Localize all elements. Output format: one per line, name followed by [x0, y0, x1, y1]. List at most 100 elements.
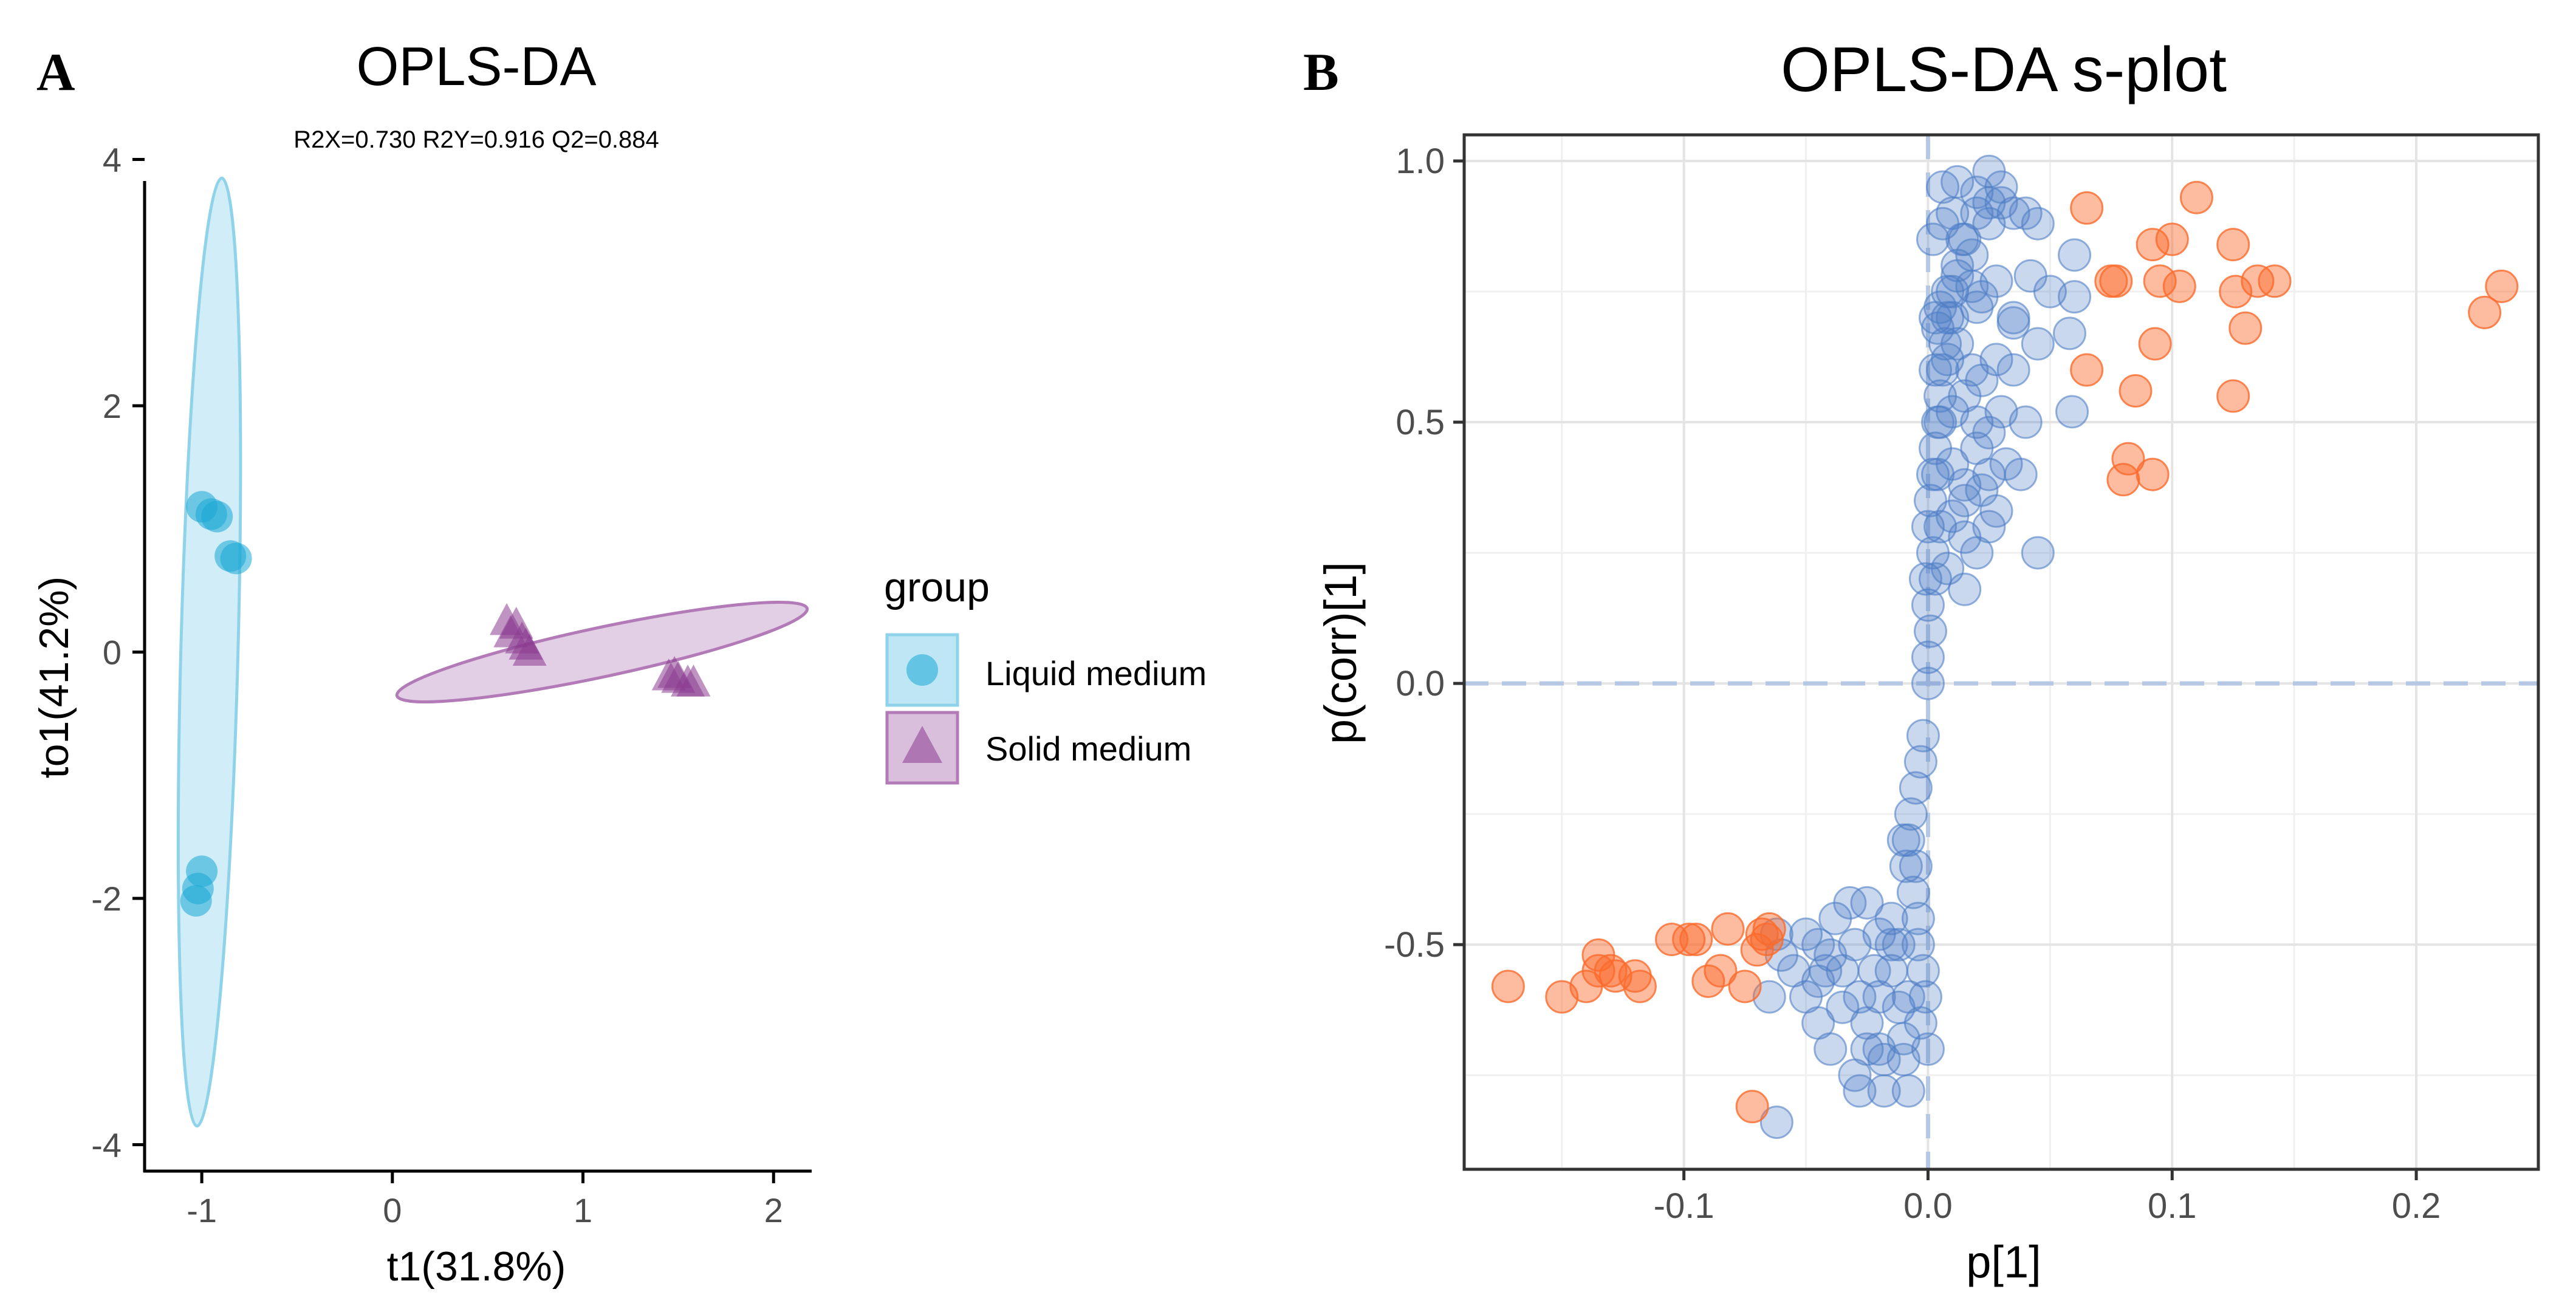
y-tick-label: -4 — [91, 1126, 122, 1164]
panel-a-letter: A — [36, 43, 75, 102]
point-other — [1908, 562, 1942, 596]
point-other — [1936, 447, 1970, 481]
point-other — [1894, 797, 1928, 831]
point-other — [1901, 901, 1935, 935]
point-other — [2021, 536, 2055, 570]
point-other — [1838, 928, 1872, 962]
point-significant — [1711, 912, 1745, 946]
point-significant — [2070, 191, 2104, 225]
point-other — [2004, 457, 2038, 491]
point-other — [1996, 353, 2030, 387]
panel-b-y-label: p(corr)[1] — [1315, 562, 1366, 744]
point-significant — [1623, 969, 1657, 1003]
point-solid — [505, 621, 540, 654]
point-significant — [1679, 923, 1713, 957]
point-significant — [1752, 912, 1786, 946]
point-significant — [2216, 228, 2250, 262]
point-other — [1891, 1074, 1925, 1108]
point-significant — [1735, 1090, 1769, 1124]
panel-a-title: OPLS-DA — [356, 36, 596, 97]
panel-a-ellipses — [176, 176, 809, 1128]
point-other — [1984, 186, 2018, 220]
y-tick-label: 0 — [103, 634, 122, 672]
point-significant — [2111, 442, 2145, 476]
point-significant — [2136, 457, 2170, 491]
point-other — [1996, 306, 2030, 340]
point-other — [2033, 275, 2067, 309]
point-solid — [657, 655, 692, 688]
point-other — [1789, 917, 1823, 951]
point-significant — [2228, 311, 2263, 345]
point-other — [1960, 290, 1994, 324]
point-significant — [1728, 969, 1762, 1003]
point-significant — [1750, 923, 1784, 957]
point-other — [1809, 954, 1843, 988]
point-other — [1984, 395, 2018, 429]
panel-b-x-ticks: -0.1 0.0 0.1 0.2 — [1654, 1169, 2441, 1226]
panel-a-y-ticks: -4 -2 0 2 4 — [91, 141, 145, 1164]
y-tick-label: 0.5 — [1396, 403, 1445, 442]
point-other — [1833, 886, 1867, 920]
panel-a-subtitle: R2X=0.730 R2Y=0.916 Q2=0.884 — [293, 126, 659, 153]
panel-a: A OPLS-DA R2X=0.730 R2Y=0.916 Q2=0.884 -… — [31, 36, 1207, 1290]
point-significant — [2138, 327, 2172, 361]
point-other — [2053, 316, 2087, 350]
point-solid — [676, 665, 711, 697]
point-other — [1874, 901, 1908, 935]
point-other — [1979, 494, 2013, 528]
x-tick-label: 2 — [764, 1191, 783, 1229]
point-other — [1826, 990, 1860, 1024]
point-other — [1882, 928, 1916, 962]
panel-a-x-ticks: -1 0 1 2 — [187, 1171, 783, 1229]
x-tick-label: 0.1 — [2148, 1186, 2197, 1226]
legend-marker-liquid — [906, 654, 938, 686]
point-other — [1972, 207, 2006, 241]
point-significant — [2219, 275, 2253, 309]
point-other — [2009, 405, 2043, 439]
point-significant — [1594, 954, 1628, 988]
point-liquid — [220, 542, 252, 575]
point-significant — [1545, 980, 1579, 1014]
ellipse-solid — [395, 601, 809, 703]
point-significant — [2485, 269, 2519, 303]
point-other — [2055, 395, 2089, 429]
y-tick-label: -0.5 — [1384, 925, 1445, 965]
ellipse-liquid — [176, 176, 242, 1128]
point-other — [1911, 666, 1945, 700]
legend-key-liquid — [885, 633, 959, 707]
point-other — [1931, 275, 1965, 309]
point-significant — [2099, 264, 2133, 298]
point-significant — [1581, 954, 1615, 988]
panel-b-letter: B — [1303, 43, 1339, 102]
point-other — [1903, 1006, 1937, 1040]
legend: group Liquid medium Solid medium — [884, 564, 1207, 785]
point-significant — [2162, 269, 2196, 303]
point-other — [1911, 1032, 1945, 1066]
x-tick-label: -0.1 — [1654, 1186, 1714, 1226]
point-other — [1948, 484, 1982, 518]
point-other — [1843, 980, 1877, 1014]
point-other — [1972, 154, 2006, 188]
point-other — [1906, 719, 1940, 753]
point-significant — [2241, 264, 2275, 298]
point-other — [1752, 980, 1786, 1014]
point-liquid — [180, 885, 212, 917]
point-significant — [2468, 295, 2502, 329]
point-significant — [1672, 923, 1706, 957]
legend-label-liquid: Liquid medium — [985, 654, 1207, 692]
point-other — [1913, 614, 1947, 648]
x-tick-label: 1 — [574, 1191, 592, 1229]
y-tick-label: 0.0 — [1396, 664, 1445, 703]
point-significant — [2179, 180, 2213, 214]
point-other — [1903, 745, 1937, 779]
point-other — [1908, 980, 1942, 1014]
point-other — [1945, 222, 1979, 256]
point-other — [1906, 954, 1940, 988]
panel-b-x-label: p[1] — [1966, 1237, 2041, 1287]
y-tick-label: 1.0 — [1396, 142, 1445, 181]
panel-a-y-label: to1(41.2%) — [31, 576, 77, 779]
point-other — [1850, 886, 1884, 920]
y-tick-label: 4 — [103, 141, 122, 179]
point-other — [2058, 238, 2092, 272]
